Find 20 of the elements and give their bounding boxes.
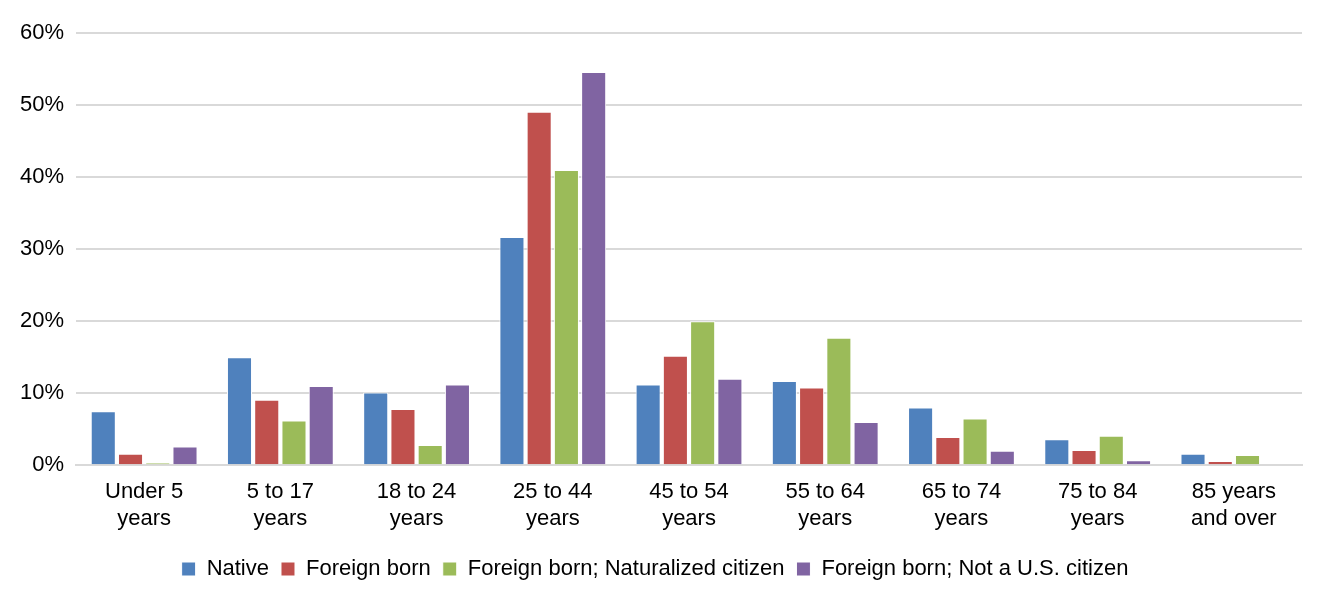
x-tick-label: 45 to 54 years: [649, 478, 729, 530]
y-tick-label: 50%: [19, 91, 65, 117]
x-tick-label: Under 5 years: [105, 478, 184, 530]
x-tick-label: 5 to 17 years: [246, 478, 314, 530]
x-tick-label: 75 to 84 years: [1057, 478, 1138, 530]
y-tick-label: 20%: [19, 307, 65, 333]
y-tick-label: 40%: [19, 163, 65, 189]
legend-label: Foreign born; Naturalized citizen: [467, 555, 785, 581]
x-tick-label: 25 to 44 years: [513, 478, 593, 530]
x-tick-label: 18 to 24 years: [376, 478, 457, 530]
y-tick-label: 30%: [19, 235, 65, 261]
y-tick-label: 10%: [19, 379, 65, 405]
x-tick-label: 55 to 64 years: [785, 478, 865, 530]
legend-label: Foreign born; Not a U.S. citizen: [821, 555, 1129, 581]
legend-label: Foreign born: [306, 555, 431, 581]
legend-label: Native: [206, 555, 269, 581]
y-tick-label: 60%: [19, 19, 65, 45]
x-tick-label: 65 to 74 years: [921, 478, 1002, 530]
y-tick-label: 0%: [32, 451, 65, 477]
x-tick-label: 85 years and over: [1191, 478, 1277, 530]
